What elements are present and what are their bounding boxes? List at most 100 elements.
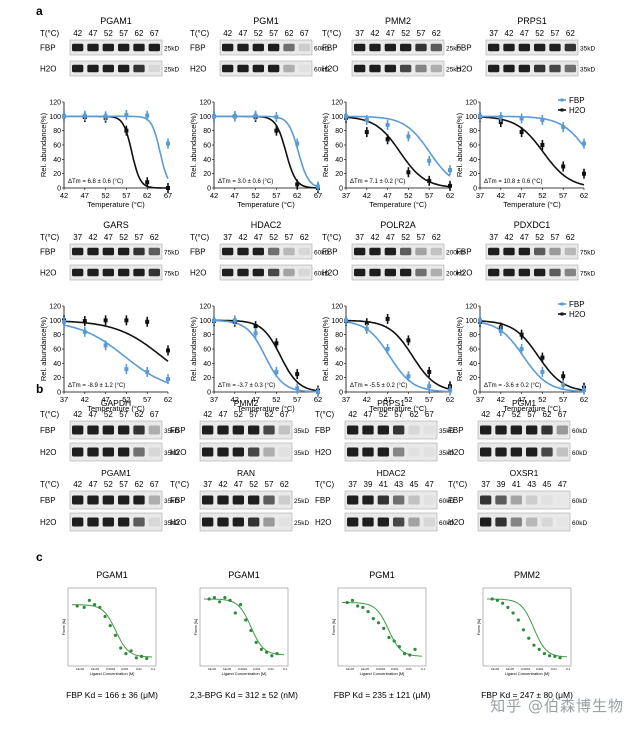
blot-mw-marker: 35kD [294,428,309,435]
blot-temp-tick: 37 [223,233,232,242]
mst-data-point [397,645,401,649]
blot-band [488,247,500,256]
blot-band [430,268,442,277]
mst-data-point [244,618,248,622]
plot-x-tick-label: 37 [476,395,484,404]
plot-x-tick-label: 57 [272,191,280,200]
blot-temp-tick: 43 [527,480,536,489]
mst-data-point [376,621,381,625]
plot-x-tick-label: 37 [60,395,68,404]
fbp-data-point [364,326,369,331]
blot-temp-tick: 62 [135,29,144,38]
mst-x-tick-label: 0.1 [283,667,288,671]
plot-x-tick-label: 47 [251,395,259,404]
mst-data-point [119,646,123,650]
mst-caption: FBP Kd = 247 ± 80 (μM) [481,690,573,700]
h2o-data-point [295,182,300,187]
legend-h2o-marker [560,312,564,316]
legend-fbp-marker [560,302,564,306]
panel-c: PGAM1 Fnorm [‰] 1E-06 1E-05 0.0001 0.001 0.01 0… [62,570,573,700]
blot-h2o-strip [485,264,579,281]
blot-band [488,64,500,73]
protein-name: PMM2 [385,16,411,26]
plot-x-tick-label: 37 [210,395,218,404]
plot-y-tick-label: 40 [335,157,343,164]
plot-y-tick-label: 60 [469,347,477,354]
fbp-data-point [103,343,108,348]
mst-block-0: PGAM1 Fnorm [‰] 1E-06 1E-05 0.0001 0.001 0.01 0… [62,570,158,700]
blot-band [283,268,295,277]
blot-name: PRPS1 [377,398,405,408]
blot-temp-tick: 57 [269,29,278,38]
mst-data-point [108,624,112,628]
fbp-data-point [145,369,150,374]
blot-band [415,64,427,73]
blot-band [400,268,412,277]
plot-y-tick-label: 120 [49,100,61,107]
blot-band [480,425,492,435]
blot-fbp-strip [477,490,571,510]
blot-band [72,447,84,457]
blot-temp-tick: 62 [150,233,159,242]
blot-temp-tick: 37 [203,480,212,489]
blot-temp-tick: 39 [364,480,373,489]
plot-x-tick-label: 57 [293,395,301,404]
blot-temp-tick: 42 [89,233,98,242]
blot-band [87,517,99,527]
plot-y-tick-label: 120 [331,100,343,107]
mst-y-label: Fnorm [‰] [477,619,481,636]
blot-band [526,495,538,505]
protein-block-gars: GARS T(°C) 37 42 47 52 57 62 FBP H2O 75kD 75kD 0 20 40… [39,220,179,413]
blot-mw-marker: 35kD [294,450,309,457]
blot-temp-tick: 42 [219,480,228,489]
blot-h2o-strip [477,442,571,462]
mst-x-tick-label: 1E-06 [491,667,499,671]
fbp-data-point [344,318,348,323]
fbp-data-point [295,386,300,391]
blot-h2o-label: H2O [170,448,186,457]
blot-h2o-label: H2O [40,65,56,74]
mst-x-tick-label: 1E-05 [361,667,369,671]
plot-x-tick-label: 62 [580,191,588,200]
watermark-text: 知乎 @伯森博生物 [490,697,624,715]
plot-y-tick-label: 100 [49,114,61,121]
plot-x-tick-label: 42 [210,191,218,200]
blot-fbp-strip [199,490,293,510]
blot-band [503,64,515,73]
mst-x-tick-label: 1E-06 [76,667,84,671]
h2o-data-point [519,130,524,135]
blot-temp-tick: 41 [379,480,388,489]
blot-fbp-strip [485,39,579,56]
plot-y-tick-label: 40 [53,157,61,164]
h2o-data-point [385,316,390,321]
blot-temp-tick: 57 [527,410,536,419]
blot-band [384,43,396,52]
plot-x-tick-label: 57 [122,191,130,200]
delta-tm-label: ΔTm = -5.5 ± 0.2 (°C) [350,383,407,389]
h2o-data-point [145,180,150,185]
plot-x-tick-label: 52 [404,191,412,200]
plot-x-tick-label: 42 [231,395,239,404]
blot-temp-label: T(°C) [40,233,60,242]
mst-data-point [511,611,515,615]
blot-mw-marker: 25kD [446,46,461,53]
blot-band [549,43,561,52]
blot-mw-marker: 35kD [164,428,179,435]
blot-band [222,247,234,256]
plot-y-tick-label: 80 [335,128,343,135]
blot-band [518,268,530,277]
blot-band [534,64,546,73]
blot-band [347,425,359,435]
blot-band [283,43,295,52]
fbp-data-point [82,329,87,334]
blot-temp-tick: 47 [386,29,395,38]
blot-temp-tick: 42 [371,29,380,38]
blot-band [222,268,234,277]
mst-data-point [537,647,541,652]
mst-data-point [490,597,494,601]
blot-temp-tick: 52 [512,410,521,419]
h2o-data-point [448,183,452,188]
blot-temp-tick: 47 [520,29,529,38]
